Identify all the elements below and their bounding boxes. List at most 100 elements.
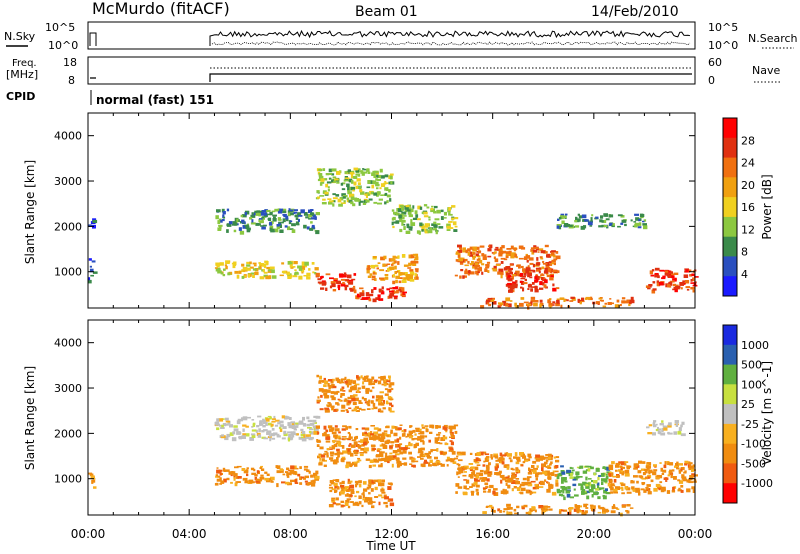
heatmap-cell xyxy=(379,269,385,272)
heatmap-cell xyxy=(279,469,284,473)
heatmap-cell xyxy=(631,488,635,491)
heatmap-cell xyxy=(241,214,247,218)
heatmap-cell xyxy=(671,489,676,493)
heatmap-cell xyxy=(270,269,275,274)
heatmap-cell xyxy=(339,491,342,496)
heatmap-cell xyxy=(333,482,338,487)
heatmap-cell xyxy=(513,456,517,459)
heatmap-cell xyxy=(255,222,260,226)
heatmap-cell xyxy=(295,221,300,226)
heatmap-cell xyxy=(396,289,399,294)
heatmap-cell xyxy=(286,467,290,470)
heatmap-cell xyxy=(691,273,695,277)
heatmap-cell xyxy=(297,212,302,215)
heatmap-cell xyxy=(399,286,403,291)
heatmap-cell xyxy=(573,488,576,491)
heatmap-cell xyxy=(395,279,398,284)
heatmap-cell xyxy=(375,398,380,402)
heatmap-cell xyxy=(651,269,655,272)
heatmap-cell xyxy=(424,223,430,227)
heatmap-cell xyxy=(606,466,611,471)
heatmap-cell xyxy=(549,277,554,281)
heatmap-cell xyxy=(500,257,506,260)
heatmap-cell xyxy=(259,220,264,224)
heatmap-cell xyxy=(259,420,264,423)
heatmap-cell xyxy=(387,499,390,502)
heatmap-cell xyxy=(278,426,282,430)
heatmap-cell xyxy=(343,272,347,276)
heatmap-cell xyxy=(598,475,602,477)
heatmap-cell xyxy=(692,464,695,468)
heatmap-cell xyxy=(312,214,316,218)
heatmap-cell xyxy=(317,196,320,199)
heatmap-cell xyxy=(485,299,491,303)
heatmap-cell xyxy=(417,436,423,439)
heatmap-cell xyxy=(417,451,422,454)
heatmap-cell xyxy=(342,425,347,428)
heatmap-cell xyxy=(373,431,379,435)
heatmap-cell xyxy=(298,421,304,425)
heatmap-cell xyxy=(476,484,480,488)
heatmap-cell xyxy=(443,217,447,219)
heatmap-cell xyxy=(341,379,343,383)
heatmap-cell xyxy=(556,475,560,480)
heatmap-cell xyxy=(215,474,219,477)
heatmap-cell xyxy=(361,427,366,430)
heatmap-cell xyxy=(634,213,639,216)
heatmap-cell xyxy=(428,439,431,443)
heatmap-cell xyxy=(325,173,330,176)
heatmap-cell xyxy=(433,210,437,214)
heatmap-cell xyxy=(553,262,556,266)
heatmap-cell xyxy=(282,426,287,429)
heatmap-cell xyxy=(404,205,409,210)
heatmap-cell xyxy=(418,230,421,235)
heatmap-cell xyxy=(511,480,516,484)
heatmap-cell xyxy=(694,474,698,477)
heatmap-cell xyxy=(263,266,267,269)
heatmap-cell xyxy=(374,379,378,382)
heatmap-cell xyxy=(278,420,284,424)
heatmap-cell xyxy=(689,475,694,479)
heatmap-cell xyxy=(491,301,497,305)
heatmap-cell xyxy=(478,266,482,269)
colorbar-tick-label: -100 xyxy=(741,438,766,451)
heatmap-cell xyxy=(518,274,521,277)
heatmap-cell xyxy=(234,482,238,487)
heatmap-cell xyxy=(373,287,377,290)
heatmap-cell xyxy=(505,476,510,479)
heatmap-cell xyxy=(375,297,381,300)
heatmap-cell xyxy=(561,509,565,512)
heatmap-cell xyxy=(407,267,412,269)
heatmap-cell xyxy=(377,479,382,483)
heatmap-cell xyxy=(319,195,325,197)
heatmap-cell xyxy=(423,215,429,218)
heatmap-cell xyxy=(430,449,433,453)
heatmap-cell xyxy=(300,436,304,439)
heatmap-cell xyxy=(647,467,650,470)
heatmap-cell xyxy=(230,481,233,484)
heatmap-cell xyxy=(401,279,407,283)
heatmap-cell xyxy=(320,182,325,184)
heatmap-cell xyxy=(518,245,524,249)
heatmap-cell xyxy=(384,274,389,276)
heatmap-cell xyxy=(498,250,504,255)
heatmap-cell xyxy=(414,273,417,277)
heatmap-cell xyxy=(590,217,593,221)
heatmap-cell xyxy=(352,401,357,406)
heatmap-cell xyxy=(409,431,413,435)
heatmap-cell xyxy=(270,433,275,437)
heatmap-cell xyxy=(365,387,370,391)
heatmap-cell xyxy=(316,374,319,378)
heatmap-cell xyxy=(528,467,531,472)
heatmap-cell xyxy=(482,511,487,514)
heatmap-cell xyxy=(515,270,520,275)
heatmap-cell xyxy=(680,424,683,428)
freq-left-label-2: [MHz] xyxy=(6,68,38,81)
heatmap-cell xyxy=(500,302,504,306)
heatmap-cell xyxy=(672,469,675,472)
heatmap-cell xyxy=(319,375,322,380)
heatmap-cell xyxy=(431,205,434,208)
heatmap-cell xyxy=(505,297,511,302)
colorbar-tick-label: 1000 xyxy=(741,339,769,352)
heatmap-cell xyxy=(437,463,443,465)
